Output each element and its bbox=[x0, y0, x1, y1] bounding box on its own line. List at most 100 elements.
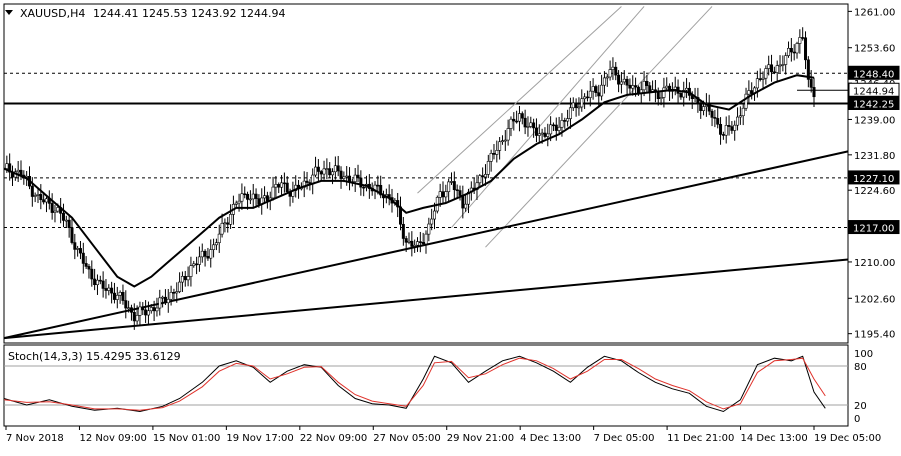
candle-body bbox=[611, 66, 615, 70]
candle-body bbox=[486, 161, 490, 175]
candle-body bbox=[758, 78, 762, 80]
price-tick-label: 1195.40 bbox=[854, 330, 895, 341]
candle-body bbox=[795, 43, 799, 54]
candle-body bbox=[70, 227, 74, 243]
candle-body bbox=[724, 125, 728, 136]
price-level-tag-label: 1244.94 bbox=[853, 86, 894, 97]
time-tick-label: 14 Dec 13:00 bbox=[741, 433, 808, 444]
candle-body bbox=[628, 84, 632, 89]
price-tick-label: 1253.60 bbox=[854, 44, 895, 55]
candle-body bbox=[129, 307, 133, 313]
time-tick-label: 11 Dec 21:00 bbox=[667, 433, 734, 444]
candle-body bbox=[248, 198, 252, 201]
candle-body bbox=[5, 163, 9, 169]
ohlc-values: 1244.41 1245.53 1243.92 1244.94 bbox=[93, 7, 285, 20]
candle-body bbox=[540, 132, 544, 135]
candle-body bbox=[223, 222, 227, 225]
candle-body bbox=[64, 219, 68, 222]
candle-body bbox=[325, 168, 329, 170]
candle-body bbox=[44, 198, 48, 203]
candle-body bbox=[8, 163, 12, 173]
candlesticks bbox=[5, 27, 816, 330]
candle-body bbox=[379, 185, 383, 196]
candle-body bbox=[642, 80, 646, 91]
candle-body bbox=[755, 78, 759, 89]
stoch-scale-label: 20 bbox=[854, 401, 867, 412]
candle-body bbox=[413, 244, 417, 247]
candle-body bbox=[200, 250, 204, 258]
candle-body bbox=[605, 76, 609, 79]
candle-body bbox=[645, 80, 649, 86]
candle-body bbox=[118, 292, 122, 296]
candle-body bbox=[81, 252, 85, 264]
candle-body bbox=[277, 184, 281, 188]
candle-body bbox=[132, 312, 136, 322]
price-tick-label: 1231.80 bbox=[854, 151, 895, 162]
candle-body bbox=[305, 180, 309, 183]
candle-body bbox=[608, 69, 612, 78]
candle-body bbox=[591, 86, 595, 92]
price-level-tag bbox=[848, 220, 900, 235]
candle-body bbox=[353, 174, 357, 182]
candle-body bbox=[87, 266, 91, 270]
candle-body bbox=[574, 102, 578, 108]
candle-body bbox=[152, 307, 156, 312]
candle-body bbox=[509, 118, 513, 129]
candle-body bbox=[798, 37, 802, 44]
candle-body bbox=[192, 263, 196, 266]
candle-body bbox=[566, 118, 570, 122]
candle-body bbox=[702, 106, 706, 111]
candle-body bbox=[265, 195, 269, 202]
candle-body bbox=[809, 79, 813, 88]
time-tick-label: 7 Nov 2018 bbox=[6, 433, 64, 444]
candle-body bbox=[659, 97, 663, 100]
candle-body bbox=[744, 93, 748, 109]
candle-body bbox=[699, 103, 703, 111]
candle-body bbox=[217, 233, 221, 243]
candle-body bbox=[767, 64, 771, 69]
candle-body bbox=[169, 291, 173, 300]
candle-body bbox=[750, 90, 754, 94]
candle-body bbox=[112, 292, 116, 300]
candle-body bbox=[648, 85, 652, 92]
price-level-tag bbox=[848, 170, 900, 185]
candle-body bbox=[234, 202, 238, 205]
candle-body bbox=[713, 117, 717, 119]
candle-body bbox=[520, 113, 524, 119]
candle-body bbox=[33, 195, 37, 197]
stoch-line-main bbox=[3, 355, 826, 413]
candle-body bbox=[478, 175, 482, 184]
candle-body bbox=[39, 194, 43, 201]
candle-body bbox=[719, 123, 723, 135]
candle-body bbox=[506, 128, 510, 141]
candle-body bbox=[483, 174, 487, 178]
candle-body bbox=[138, 306, 142, 316]
candle-body bbox=[240, 193, 244, 202]
candle-body bbox=[316, 166, 320, 172]
stochastic-panel: 100 80 20 0 bbox=[3, 349, 873, 425]
candle-body bbox=[76, 248, 80, 250]
price-levels bbox=[4, 72, 848, 229]
candle-body bbox=[588, 90, 592, 98]
candle-body bbox=[801, 37, 805, 39]
candle-body bbox=[537, 133, 541, 136]
candle-body bbox=[526, 126, 530, 128]
candle-body bbox=[432, 210, 436, 220]
channel-line bbox=[417, 6, 622, 194]
candle-body bbox=[730, 126, 734, 131]
candle-body bbox=[42, 199, 46, 203]
candle-body bbox=[736, 116, 740, 126]
candle-body bbox=[274, 184, 278, 188]
time-tick-label: 4 Dec 13:00 bbox=[520, 433, 581, 444]
symbol-title: XAUUSD,H4 bbox=[20, 7, 85, 20]
time-tick-label: 29 Nov 21:00 bbox=[447, 433, 514, 444]
candle-body bbox=[163, 296, 167, 304]
candle-body bbox=[178, 281, 182, 292]
time-tick-label: 19 Nov 17:00 bbox=[226, 433, 293, 444]
candle-body bbox=[577, 106, 581, 109]
candle-body bbox=[30, 185, 34, 197]
time-axis: 7 Nov 2018 12 Nov 09:00 15 Nov 01:00 19 Nov… bbox=[5, 426, 881, 444]
candle-body bbox=[90, 268, 94, 280]
stoch-scale-label: 0 bbox=[854, 414, 860, 425]
candle-body bbox=[359, 177, 363, 188]
